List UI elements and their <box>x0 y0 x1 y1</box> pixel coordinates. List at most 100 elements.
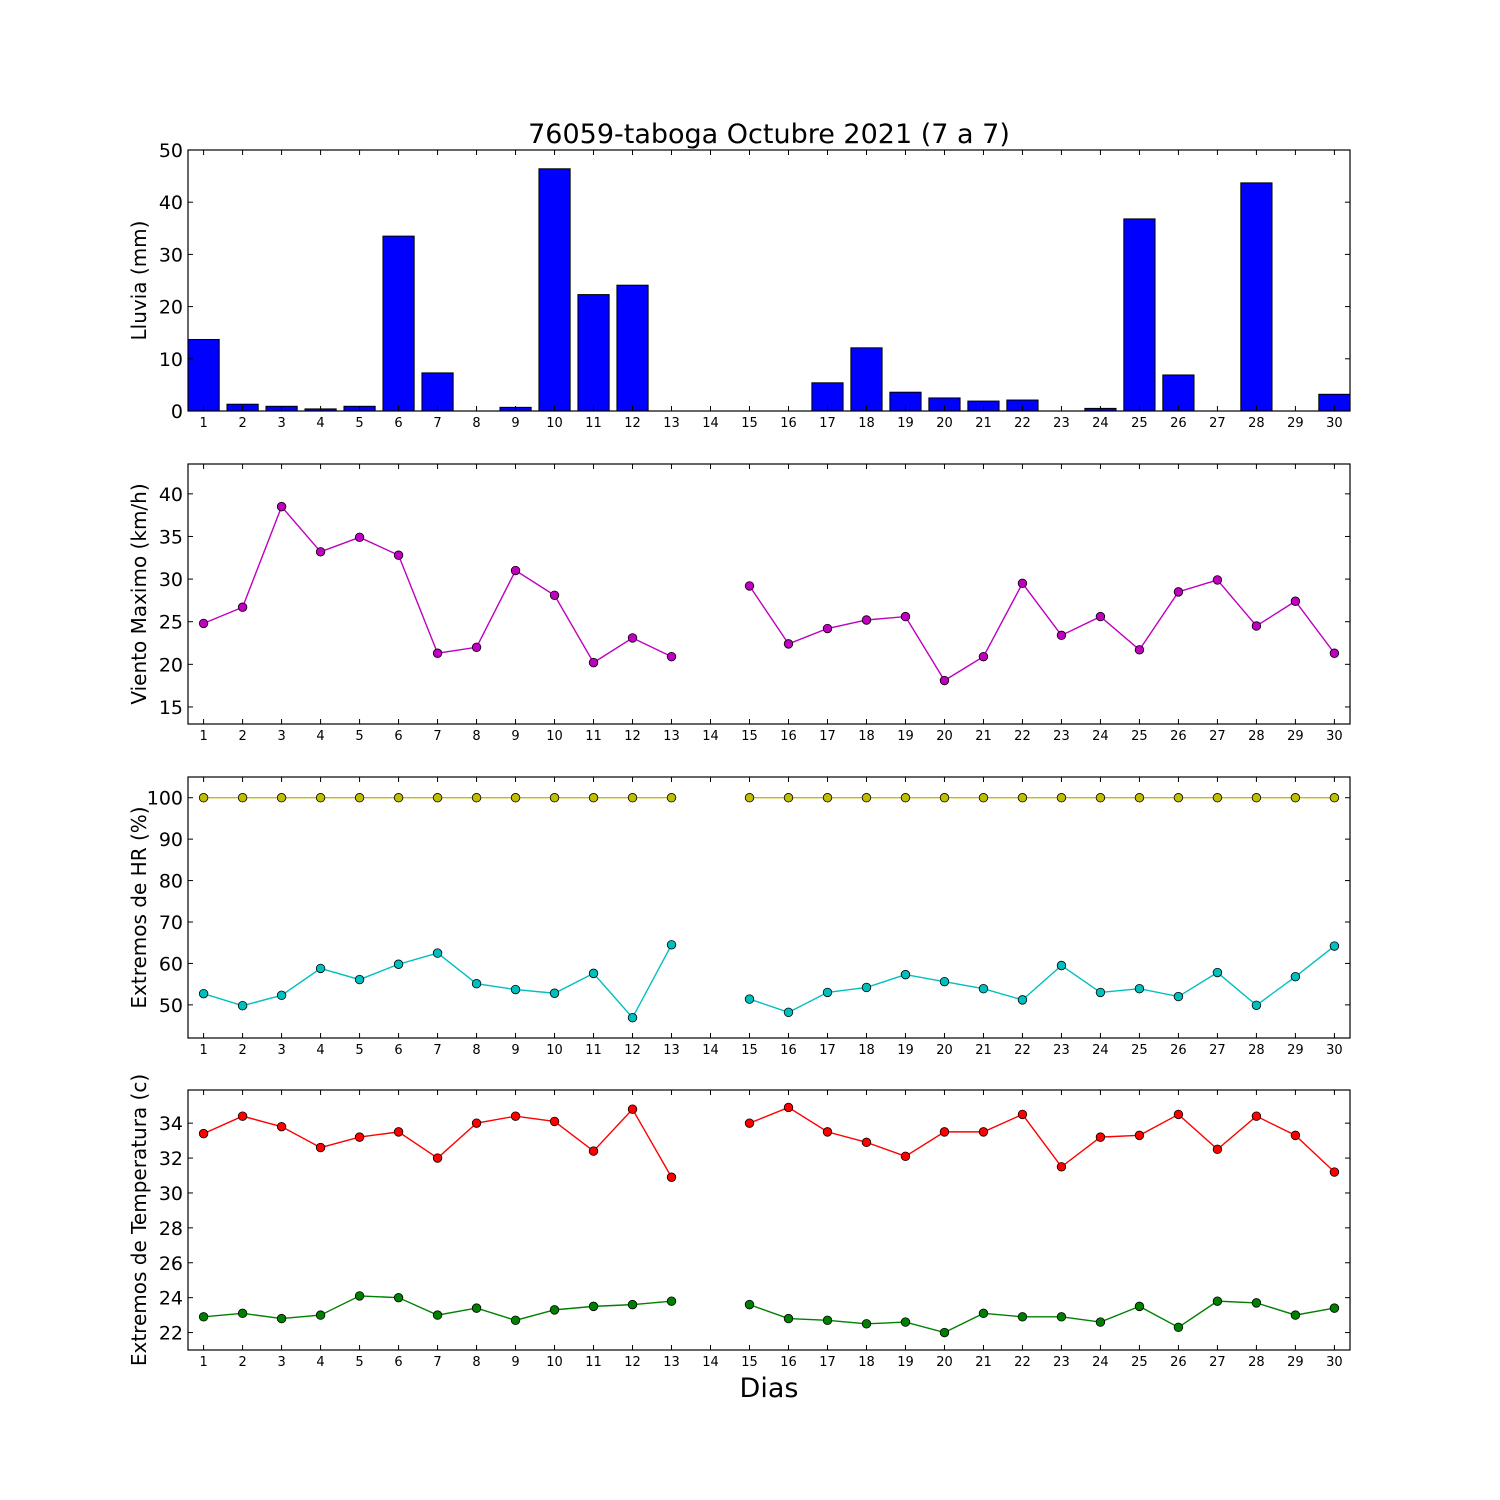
humidity-series-1-point-day-8 <box>471 979 482 989</box>
rain-xtick-label-25: 25 <box>1131 416 1148 431</box>
temperature-xtick-label-24: 24 <box>1092 1355 1109 1370</box>
humidity-series-1-point-day-1 <box>198 988 209 999</box>
temperature-series-1-point-day-18 <box>861 1319 872 1329</box>
temperature-ytick-label-26: 26 <box>159 1253 183 1275</box>
rain-xtick-label-18: 18 <box>858 416 875 431</box>
humidity-xtick-label-20: 20 <box>936 1043 953 1058</box>
temperature-series-0-point-day-29 <box>1290 1130 1301 1141</box>
humidity-series-0-point-day-13 <box>666 793 677 803</box>
wind-xtick-label-10: 10 <box>546 729 563 744</box>
wind-series-0-point-day-26 <box>1173 587 1184 597</box>
humidity-series-1-point-day-25 <box>1134 984 1145 994</box>
humidity-series-0-point-day-11 <box>588 793 599 803</box>
wind-xtick-label-29: 29 <box>1287 729 1304 744</box>
temperature-series-0-point-day-2 <box>237 1111 248 1121</box>
humidity-series-1-point-day-24 <box>1095 987 1106 998</box>
temperature-series-0-line-1 <box>749 1106 1335 1173</box>
humidity-series-0-point-day-29 <box>1290 793 1301 803</box>
temperature-series-0-point-day-6 <box>393 1127 404 1137</box>
humidity-series-1-point-day-11 <box>588 968 599 979</box>
rain-ytick-label-20: 20 <box>159 297 183 319</box>
temperature-xtick-label-10: 10 <box>546 1355 563 1370</box>
wind-xtick-label-27: 27 <box>1209 729 1226 744</box>
humidity-series-0-point-day-1 <box>198 793 209 803</box>
temperature-series-0-point-day-15 <box>744 1118 755 1128</box>
humidity-series-0-point-day-6 <box>393 793 404 803</box>
temperature-series-1-point-day-24 <box>1095 1317 1106 1327</box>
temperature-xtick-label-20: 20 <box>936 1355 953 1370</box>
humidity-xtick-label-9: 9 <box>511 1043 519 1058</box>
wind-series-0-line-1 <box>748 579 1335 682</box>
humidity-series-0-point-day-26 <box>1173 793 1184 803</box>
rain-bar-day-1 <box>187 338 220 412</box>
temperature-series-1-point-day-20 <box>939 1327 950 1338</box>
humidity-ytick-label-70: 70 <box>159 912 183 934</box>
humidity-series-1-point-day-15 <box>744 994 755 1004</box>
humidity-series-1-point-day-9 <box>510 984 521 995</box>
humidity-series-0-point-day-15 <box>744 793 755 803</box>
wind-ytick-label-40: 40 <box>159 484 183 506</box>
wind-xtick-label-16: 16 <box>780 729 797 744</box>
rain-bar-day-25 <box>1123 218 1156 412</box>
humidity-series-0-point-day-5 <box>354 793 365 803</box>
humidity-series-1-point-day-2 <box>237 1000 248 1011</box>
temperature-ytick-label-22: 22 <box>159 1323 183 1345</box>
humidity-ytick-label-80: 80 <box>159 871 183 893</box>
wind-series-0-point-day-20 <box>939 675 950 686</box>
rain-xtick-label-3: 3 <box>277 416 285 431</box>
wind-series-0-point-day-5 <box>354 532 365 543</box>
temperature-series-1-point-day-2 <box>237 1308 248 1319</box>
temperature-xtick-label-4: 4 <box>316 1355 324 1370</box>
rain-bar-day-28 <box>1240 182 1273 412</box>
temperature-series-0-point-day-30 <box>1329 1167 1340 1177</box>
humidity-xtick-label-1: 1 <box>199 1043 207 1058</box>
wind-xtick-label-2: 2 <box>238 729 246 744</box>
wind-xtick-label-22: 22 <box>1014 729 1031 744</box>
humidity-series-1-point-day-30 <box>1329 941 1340 951</box>
temperature-series-1-point-day-1 <box>198 1312 209 1322</box>
humidity-series-0-point-day-2 <box>237 793 248 803</box>
temperature-xtick-label-21: 21 <box>975 1355 992 1370</box>
humidity-series-1-point-day-21 <box>978 984 989 994</box>
temperature-xtick-label-17: 17 <box>819 1355 836 1370</box>
humidity-xtick-label-30: 30 <box>1326 1043 1343 1058</box>
humidity-series-1-point-day-16 <box>783 1007 794 1018</box>
rain-ytick-label-50: 50 <box>159 140 183 162</box>
rain-xtick-label-5: 5 <box>355 416 363 431</box>
temperature-series-0-point-day-13 <box>666 1172 677 1182</box>
rain-xtick-label-16: 16 <box>780 416 797 431</box>
temperature-series-0-point-day-17 <box>822 1127 833 1137</box>
rain-xtick-label-27: 27 <box>1209 416 1226 431</box>
humidity-series-0-point-day-18 <box>861 793 872 803</box>
wind-xtick-label-18: 18 <box>858 729 875 744</box>
temperature-series-0-point-day-27 <box>1212 1144 1223 1155</box>
temperature-series-0-point-day-26 <box>1173 1109 1184 1120</box>
temperature-xtick-label-23: 23 <box>1053 1355 1070 1370</box>
humidity-xtick-label-22: 22 <box>1014 1043 1031 1058</box>
temperature-xtick-label-11: 11 <box>585 1355 602 1370</box>
temperature-series-1-point-day-22 <box>1017 1312 1028 1322</box>
wind-xtick-label-28: 28 <box>1248 729 1265 744</box>
wind-xtick-label-26: 26 <box>1170 729 1187 744</box>
wind-xtick-label-11: 11 <box>585 729 602 744</box>
temperature-ytick-label-30: 30 <box>159 1183 183 1205</box>
wind-series-0-point-day-21 <box>978 651 989 662</box>
humidity-series-1-point-day-12 <box>627 1013 638 1023</box>
temperature-series-0-point-day-24 <box>1095 1132 1106 1142</box>
temperature-xtick-label-1: 1 <box>199 1355 207 1370</box>
temperature-xtick-label-26: 26 <box>1170 1355 1187 1370</box>
wind-series-0-point-day-7 <box>432 648 443 658</box>
rain-xtick-label-15: 15 <box>741 416 758 431</box>
humidity-xtick-label-25: 25 <box>1131 1043 1148 1058</box>
temperature-series-1-point-day-25 <box>1134 1301 1145 1312</box>
wind-xtick-label-1: 1 <box>199 729 207 744</box>
temperature-xtick-label-16: 16 <box>780 1355 797 1370</box>
temperature-xtick-label-12: 12 <box>624 1355 641 1370</box>
humidity-xtick-label-13: 13 <box>663 1043 680 1058</box>
temperature-xtick-label-15: 15 <box>741 1355 758 1370</box>
wind-xtick-label-19: 19 <box>897 729 914 744</box>
temperature-series-0-point-day-5 <box>354 1132 365 1142</box>
wind-xtick-label-17: 17 <box>819 729 836 744</box>
humidity-xtick-label-6: 6 <box>394 1043 402 1058</box>
